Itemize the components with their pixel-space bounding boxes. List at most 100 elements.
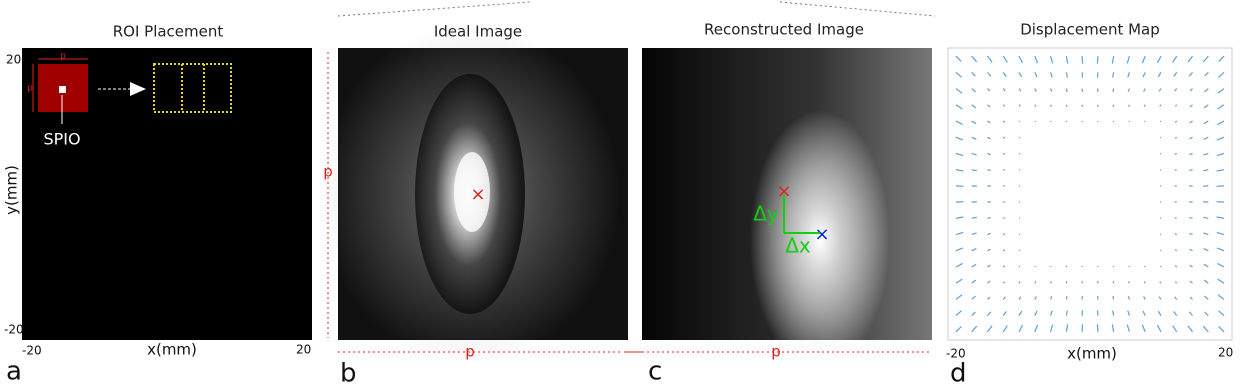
arrow	[1203, 152, 1209, 156]
arrow	[1189, 152, 1193, 156]
arrow	[1065, 324, 1069, 332]
dy-label: Δy	[753, 202, 779, 226]
arrow	[1217, 294, 1225, 300]
arrow	[1034, 324, 1039, 333]
arrow	[1002, 296, 1006, 300]
arrow	[971, 232, 977, 236]
arrow	[971, 169, 977, 172]
arrow	[955, 55, 962, 62]
arrow	[1204, 88, 1209, 93]
arrow	[1127, 310, 1131, 316]
arrow	[955, 169, 964, 172]
arrow	[1018, 72, 1023, 78]
arrow	[1144, 265, 1146, 268]
arrow	[1141, 324, 1146, 333]
arrow	[1189, 216, 1193, 219]
x-tick-label: 20	[296, 343, 311, 357]
arrow	[1158, 296, 1162, 300]
arrow	[1203, 104, 1209, 109]
arrow	[1143, 104, 1146, 107]
arrow	[1216, 152, 1225, 157]
arrow	[1217, 120, 1225, 126]
arrow	[971, 216, 977, 219]
arrow	[1126, 55, 1131, 64]
arrow	[1002, 311, 1007, 317]
arrow	[1018, 55, 1024, 64]
arrow	[1159, 233, 1162, 236]
arrow	[987, 280, 991, 284]
arrow	[1018, 104, 1021, 107]
arrow	[1002, 136, 1006, 139]
arrow	[987, 232, 991, 236]
arrow	[1159, 281, 1162, 284]
arrow	[986, 325, 993, 333]
spio-dot	[59, 86, 66, 93]
arrow	[955, 152, 964, 157]
arrow	[1174, 120, 1178, 123]
arrow	[955, 294, 963, 300]
panel-letter: b	[340, 359, 357, 386]
arrow	[955, 104, 963, 110]
arrow	[1216, 231, 1225, 236]
arrow	[955, 326, 962, 333]
arrow	[971, 279, 977, 284]
arrow	[1217, 262, 1225, 268]
arrow	[1112, 281, 1115, 284]
arrow	[1174, 249, 1178, 252]
panel-letter: c	[648, 357, 662, 386]
arrow	[1174, 104, 1178, 107]
arrow	[1002, 265, 1006, 268]
arrow	[1174, 233, 1178, 236]
arrow	[1172, 325, 1178, 333]
arrow	[1112, 104, 1115, 107]
arrow	[1003, 217, 1006, 219]
reconstructed-position: ×	[814, 224, 829, 245]
arrow	[1112, 310, 1115, 316]
arrow	[1049, 310, 1053, 316]
arrow	[971, 311, 976, 317]
arrow	[1002, 233, 1006, 236]
arrow	[986, 71, 992, 77]
arrow	[1204, 295, 1209, 300]
arrow	[1018, 324, 1024, 333]
arrow	[1128, 281, 1130, 284]
arrow	[1050, 265, 1052, 268]
arrow	[1174, 136, 1178, 139]
arrow	[1203, 136, 1209, 140]
arrow	[1158, 88, 1162, 92]
arrow	[1002, 104, 1006, 107]
arrow	[1187, 55, 1194, 63]
arrow	[1112, 72, 1115, 78]
arrow	[1174, 265, 1178, 268]
arrow	[1216, 247, 1225, 252]
arrow	[1002, 152, 1006, 155]
arrow	[1002, 325, 1008, 333]
arrow	[971, 88, 976, 93]
arrow	[987, 120, 991, 124]
panel-letter: d	[950, 359, 967, 386]
arrow	[987, 152, 991, 156]
size-label: p	[771, 343, 781, 361]
roi-size-label: p	[60, 52, 66, 62]
arrow	[1111, 56, 1115, 64]
arrow	[987, 88, 991, 92]
arrow	[971, 263, 977, 268]
arrow	[1203, 232, 1209, 236]
arrow	[1144, 120, 1146, 123]
psf-blob	[750, 110, 890, 370]
arrow	[1142, 72, 1146, 78]
y-tick-label: 20	[6, 53, 21, 67]
arrow	[1174, 217, 1177, 219]
arrow	[1216, 216, 1225, 219]
x-tick-label: -20	[22, 344, 42, 358]
arrow	[1189, 104, 1193, 108]
dx-label: Δx	[785, 234, 811, 258]
size-label: p	[323, 163, 333, 181]
arrow	[1049, 296, 1053, 300]
arrow	[1203, 169, 1209, 172]
arrow	[1189, 120, 1193, 124]
arrow	[1188, 71, 1194, 77]
arrow	[1002, 71, 1007, 77]
psf-core	[454, 152, 490, 232]
arrow	[1034, 296, 1037, 300]
